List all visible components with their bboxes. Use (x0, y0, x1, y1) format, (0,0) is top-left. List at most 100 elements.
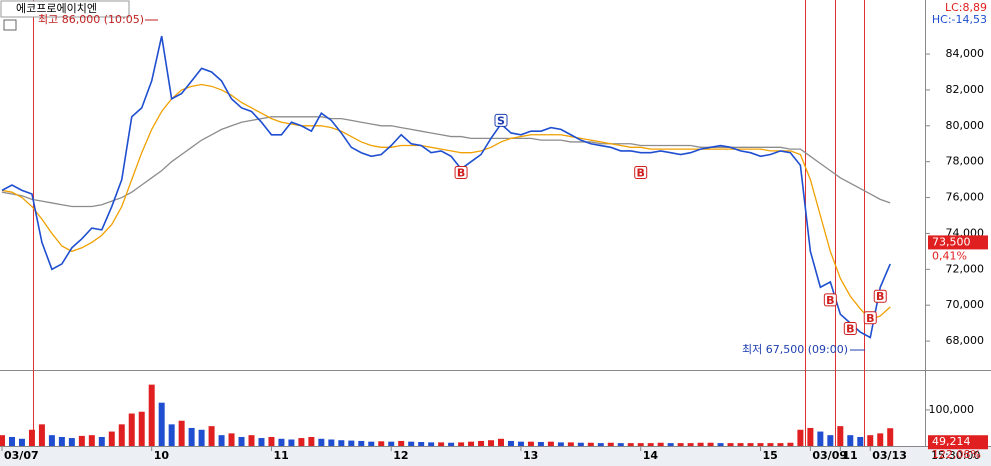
y-tick-label: 82,000 (946, 83, 985, 96)
price-line (1, 83, 891, 321)
signal-label: B (637, 166, 645, 179)
y-tick-label: 84,000 (946, 47, 985, 60)
y-tick-label: 72,000 (946, 262, 985, 275)
volume-bar (108, 431, 115, 446)
volume-bar (707, 442, 714, 446)
volume-bar (48, 435, 55, 446)
x-tick-label: 12 (393, 449, 408, 462)
volume-bar (398, 440, 405, 446)
volume-bar (747, 443, 754, 446)
volume-bar (877, 433, 884, 446)
volume-bar (807, 427, 814, 446)
volume-bar (557, 442, 564, 446)
volume-bar (338, 440, 345, 446)
volume-bar (667, 443, 674, 446)
x-tick-label: 13 (523, 449, 538, 462)
volume-bar (78, 435, 85, 446)
volume-bar (298, 438, 305, 446)
volume-bar (308, 436, 315, 446)
volume-bar (208, 426, 215, 446)
volume-bar (567, 442, 574, 446)
volume-bar (178, 420, 185, 446)
volume-tick-label: 100,000 (929, 403, 975, 416)
volume-bar (677, 443, 684, 446)
volume-bar (318, 438, 325, 446)
y-tick-label: 80,000 (946, 119, 985, 132)
volume-bar (268, 436, 275, 446)
volume-bar (28, 429, 35, 446)
volume-bar (587, 442, 594, 446)
volume-bar (577, 442, 584, 446)
x-tick-label: 03/09 (812, 449, 847, 462)
volume-bar (597, 443, 604, 446)
volume-bar (278, 438, 285, 446)
volume-bar (8, 436, 15, 446)
volume-bar (687, 443, 694, 446)
volume-bar (547, 441, 554, 446)
volume-bar (517, 441, 524, 446)
volume-bar (238, 436, 245, 446)
current-volume-label: 49,214 (932, 435, 971, 448)
grid-icon[interactable] (3, 19, 17, 31)
volume-bar (248, 435, 255, 446)
volume-bar (488, 440, 495, 446)
volume-bar (58, 436, 65, 446)
volume-bar (777, 443, 784, 446)
x-tick-label: 14 (643, 449, 659, 462)
volume-bar (727, 443, 734, 446)
volume-ratio-label: 122,08% (932, 448, 981, 461)
x-tick-label: 10 (154, 449, 170, 462)
volume-bar (887, 428, 894, 446)
volume-bar (128, 413, 135, 446)
current-price-box (928, 235, 988, 250)
volume-bar (358, 440, 365, 446)
volume-bar (418, 442, 425, 446)
volume-bar (837, 426, 844, 446)
signal-marker (634, 165, 648, 179)
signal-label: B (866, 312, 874, 325)
y-tick-label: 70,000 (946, 298, 985, 311)
signal-marker (494, 113, 508, 127)
volume-bar (468, 441, 475, 446)
volume-bar (188, 427, 195, 446)
volume-bar (827, 435, 834, 446)
volume-bar (617, 443, 624, 446)
signal-marker (843, 322, 857, 336)
volume-bar (388, 441, 395, 446)
volume-bar (458, 442, 465, 446)
volume-bar (537, 442, 544, 446)
change-label: 0,41% (932, 249, 967, 262)
x-tick-label: 03/07 (4, 449, 39, 462)
volume-bar (158, 402, 165, 446)
volume-bar (258, 438, 265, 446)
signal-label: B (457, 166, 465, 179)
volume-bar (847, 435, 854, 446)
volume-bar (817, 431, 824, 446)
signal-marker (863, 311, 877, 325)
volume-bar (857, 436, 864, 446)
signal-marker (873, 289, 887, 303)
volume-bar (288, 439, 295, 446)
volume-bar (98, 436, 105, 446)
lc-label: LC:8,89 (945, 1, 987, 14)
volume-bar (408, 441, 415, 446)
signal-label: S (497, 114, 505, 127)
x-tick-label: 11 (273, 449, 288, 462)
volume-bar (168, 424, 175, 446)
y-tick-label: 68,000 (946, 334, 985, 347)
current-volume-box (928, 435, 988, 450)
volume-bar (68, 438, 75, 446)
volume-bar (148, 384, 155, 446)
volume-bar (218, 435, 225, 446)
volume-bar (498, 438, 504, 446)
y-tick-label: 78,000 (946, 155, 985, 168)
volume-bar (527, 441, 534, 446)
volume-bar (118, 424, 125, 446)
chart-title: 에코프로에이치엔 (16, 2, 97, 15)
x-tick-label: 11 (842, 449, 857, 462)
volume-bar (478, 440, 485, 446)
volume-bar (198, 429, 205, 446)
volume-bar (737, 443, 744, 446)
volume-bar (368, 441, 375, 446)
